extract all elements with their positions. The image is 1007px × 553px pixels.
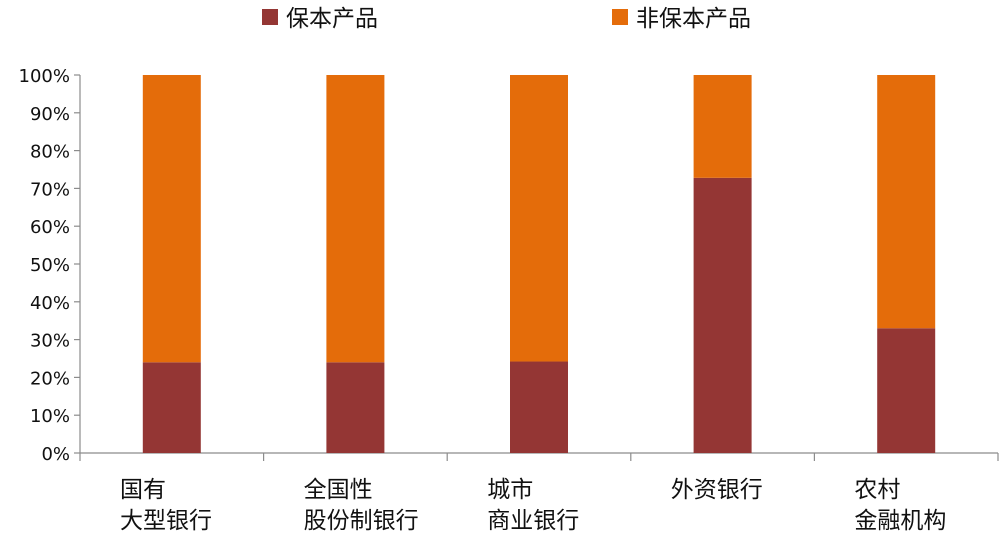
y-tick-label: 90% xyxy=(30,104,70,125)
bars xyxy=(142,75,936,454)
bar-segment-non-guaranteed-2 xyxy=(510,75,568,362)
bar-segment-guaranteed-2 xyxy=(510,361,568,453)
legend-swatch-0 xyxy=(262,9,278,25)
y-tick-label: 40% xyxy=(30,293,70,314)
bar-segment-guaranteed-1 xyxy=(326,362,385,453)
y-tick-label: 70% xyxy=(30,179,70,200)
y-tick-label: 30% xyxy=(30,331,70,352)
x-category-label: 全国性股份制银行 xyxy=(304,477,419,534)
x-category-label: 外资银行 xyxy=(671,477,763,503)
bar-segment-non-guaranteed-0 xyxy=(142,75,201,363)
y-tick-label: 0% xyxy=(41,444,70,465)
bar-segment-non-guaranteed-1 xyxy=(326,75,385,363)
x-category-label: 农村金融机构 xyxy=(854,477,946,534)
bar-segment-guaranteed-4 xyxy=(877,328,936,453)
x-category-label: 国有大型银行 xyxy=(120,477,212,534)
y-axis: 0% 10% 20% 30% 40% 50% 60% 70% 80% 90% 100% xyxy=(19,66,81,465)
y-tick-label: 100% xyxy=(19,66,70,87)
x-axis: 国有大型银行 全国性股份制银行 城市商业银行 外资银行 农村金融机构 xyxy=(79,452,999,534)
y-tick-label: 50% xyxy=(30,255,70,276)
bar-segment-non-guaranteed-4 xyxy=(877,75,936,329)
bar-segment-guaranteed-0 xyxy=(142,362,201,453)
legend-label-1: 非保本产品 xyxy=(636,6,751,32)
legend-swatch-1 xyxy=(612,9,628,25)
y-tick-label: 20% xyxy=(30,368,70,389)
y-tick-label: 10% xyxy=(30,406,70,427)
legend: 保本产品 非保本产品 xyxy=(262,6,751,32)
y-tick-label: 80% xyxy=(30,142,70,163)
bar-segment-non-guaranteed-3 xyxy=(693,75,752,178)
legend-label-0: 保本产品 xyxy=(286,6,378,32)
y-tick-label: 60% xyxy=(30,217,70,238)
x-category-label: 城市商业银行 xyxy=(487,477,579,534)
bar-segment-guaranteed-3 xyxy=(693,177,752,454)
